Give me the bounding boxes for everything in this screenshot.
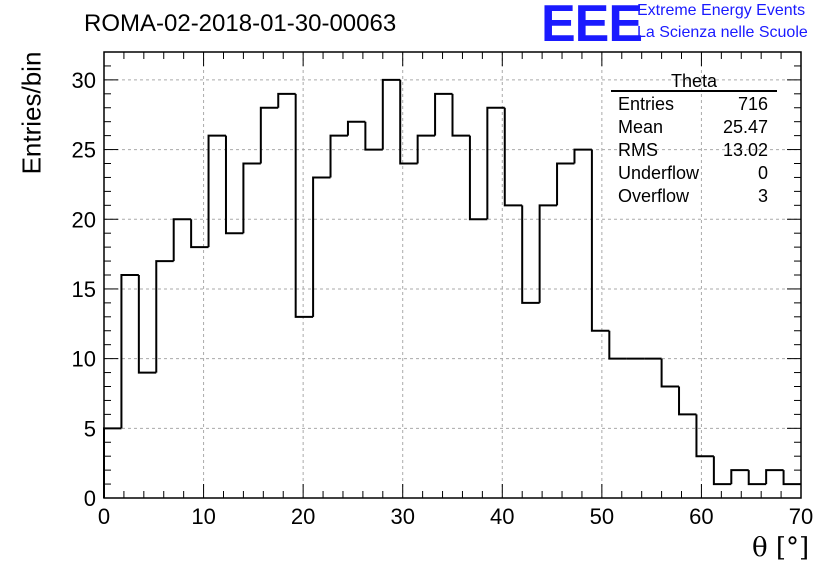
histogram-bin: [590, 149, 610, 332]
x-tick-label: 20: [291, 504, 315, 529]
histogram-bin: [312, 176, 331, 317]
y-tick-label: 10: [72, 347, 96, 372]
histogram-bin: [137, 275, 157, 374]
stats-row-label: Overflow: [618, 186, 690, 206]
histogram-bin: [782, 470, 801, 486]
x-tick-label: 60: [689, 504, 713, 529]
histogram-bin: [224, 135, 244, 235]
histogram-bin: [155, 260, 174, 373]
histogram-bin: [346, 120, 366, 136]
histogram-bin: [608, 330, 627, 360]
histogram-bin: [381, 78, 401, 150]
histogram-bin: [747, 470, 767, 486]
y-tick-label: 30: [72, 68, 96, 93]
histogram-bin: [207, 134, 226, 248]
y-tick-label: 15: [72, 277, 96, 302]
y-tick-label: 5: [84, 416, 96, 441]
stats-row-value: 3: [758, 186, 768, 206]
stats-row-value: 0: [758, 163, 768, 183]
histogram-bin: [503, 107, 523, 207]
histogram-bin: [538, 204, 558, 303]
histogram-bin: [730, 469, 749, 485]
histogram-bin: [364, 121, 383, 151]
stats-row-value: 716: [738, 94, 768, 114]
stats-title: Theta: [671, 71, 718, 91]
stats-row-label: Mean: [618, 117, 663, 137]
x-tick-label: 10: [191, 504, 215, 529]
histogram-bin: [294, 93, 314, 318]
x-tick-label: 50: [590, 504, 614, 529]
y-tick-label: 0: [84, 486, 96, 511]
stats-row-value: 13.02: [723, 140, 768, 160]
histogram-bin: [120, 274, 139, 429]
x-tick-label: 0: [98, 504, 110, 529]
stats-row-label: Entries: [618, 94, 674, 114]
x-axis-label: θ [°]: [752, 533, 810, 563]
run-title: ROMA-02-2018-01-30-00063: [84, 10, 397, 37]
histogram-bin: [486, 106, 505, 220]
histogram-bin: [451, 93, 470, 137]
histogram-bin: [434, 92, 453, 136]
stats-row-value: 25.47: [723, 117, 768, 137]
y-tick-label: 20: [72, 207, 96, 232]
histogram-bin: [765, 469, 784, 485]
histogram-bin: [712, 456, 732, 486]
histogram-bin: [468, 135, 488, 221]
histogram-bin: [573, 148, 592, 164]
histogram-bin: [190, 219, 209, 249]
histogram-bin: [259, 106, 279, 164]
histogram-bin: [399, 79, 418, 165]
histogram-bin: [242, 162, 261, 234]
stats-row-label: Underflow: [618, 163, 700, 183]
eee-logo-icon: EEE: [541, 0, 643, 53]
histogram-bin: [172, 218, 192, 262]
x-tick-label: 30: [390, 504, 414, 529]
histogram-bin: [678, 386, 697, 416]
histogram-bin: [103, 427, 122, 498]
histogram-bin: [329, 134, 348, 178]
histogram-bin: [416, 134, 436, 164]
histogram-bin: [556, 162, 575, 206]
x-tick-label: 40: [490, 504, 514, 529]
histogram-bin: [521, 205, 540, 304]
y-tick-label: 25: [72, 138, 96, 163]
x-tick-label: 70: [789, 504, 813, 529]
logo-tagline-1: Extreme Energy Events: [637, 2, 806, 19]
histogram-bin: [695, 414, 714, 458]
stats-row-label: RMS: [618, 140, 658, 160]
histogram-bin: [660, 358, 680, 388]
logo-tagline-2: La Scienza nelle Scuole: [637, 24, 808, 41]
histogram-bin: [277, 92, 296, 108]
